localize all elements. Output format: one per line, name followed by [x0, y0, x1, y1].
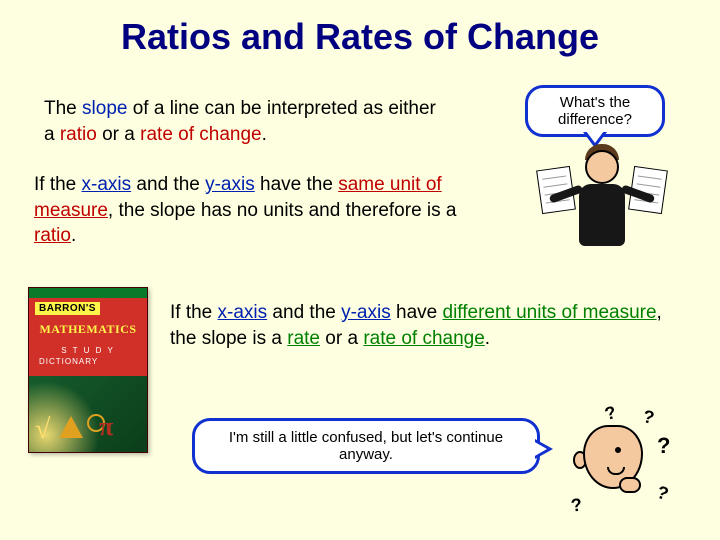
question-mark-icon: ?: [641, 406, 656, 429]
question-mark-icon: ?: [602, 402, 618, 425]
question-mark-icon: ?: [570, 494, 584, 516]
book-stripe: [29, 288, 147, 298]
text: or a: [97, 124, 140, 145]
text: have the: [255, 174, 338, 195]
book-cover-image: BARRON'S MATHEMATICS S T U D Y DICTIONAR…: [28, 287, 148, 453]
paragraph-3: If the x-axis and the y-axis have differ…: [170, 300, 690, 351]
keyword-ratio: ratio: [60, 124, 97, 145]
question-mark-icon: ?: [654, 482, 671, 505]
clipart-confused-head: ? ? ? ? ?: [565, 405, 685, 515]
speech-bubble-whats-difference: What's the difference?: [525, 85, 665, 137]
torso: [579, 184, 625, 246]
slide-title: Ratios and Rates of Change: [0, 0, 720, 58]
speech-bubble-confused: I'm still a little confused, but let's c…: [192, 418, 540, 474]
text: .: [71, 225, 76, 246]
text: .: [262, 124, 267, 145]
clipart-person-comparing-papers: [535, 140, 675, 270]
hand: [619, 477, 641, 493]
text: If the: [170, 302, 218, 323]
keyword-different-units: different units of measure: [443, 302, 657, 323]
keyword-rate-of-change: rate of change: [140, 124, 261, 145]
text: or a: [320, 328, 363, 349]
book-artwork: √ π: [29, 376, 147, 452]
keyword-x-axis: x-axis: [82, 174, 132, 195]
triangle-icon: [59, 416, 83, 438]
keyword-rate-of-change: rate of change: [363, 328, 484, 349]
keyword-ratio: ratio: [34, 225, 71, 246]
paragraph-1: The slope of a line can be interpreted a…: [44, 96, 444, 147]
text: .: [485, 328, 490, 349]
text: have: [391, 302, 443, 323]
text: and the: [131, 174, 205, 195]
keyword-rate: rate: [287, 328, 320, 349]
question-mark-icon: ?: [657, 433, 670, 459]
pi-icon: π: [99, 412, 113, 442]
keyword-slope: slope: [82, 98, 127, 119]
keyword-x-axis: x-axis: [218, 302, 268, 323]
text: , the slope has no units and therefore i…: [108, 200, 457, 221]
book-subject: MATHEMATICS: [29, 322, 147, 337]
text: The: [44, 98, 82, 119]
book-subtitle: S T U D Y: [29, 346, 147, 355]
head: [585, 150, 619, 184]
radical-icon: √: [35, 414, 50, 446]
text: and the: [267, 302, 341, 323]
book-brand: BARRON'S: [35, 302, 100, 315]
book-subtitle2: DICTIONARY: [29, 357, 147, 366]
text: If the: [34, 174, 82, 195]
keyword-y-axis: y-axis: [205, 174, 255, 195]
eye: [615, 447, 621, 453]
paragraph-2: If the x-axis and the y-axis have the sa…: [34, 172, 484, 249]
keyword-y-axis: y-axis: [341, 302, 391, 323]
